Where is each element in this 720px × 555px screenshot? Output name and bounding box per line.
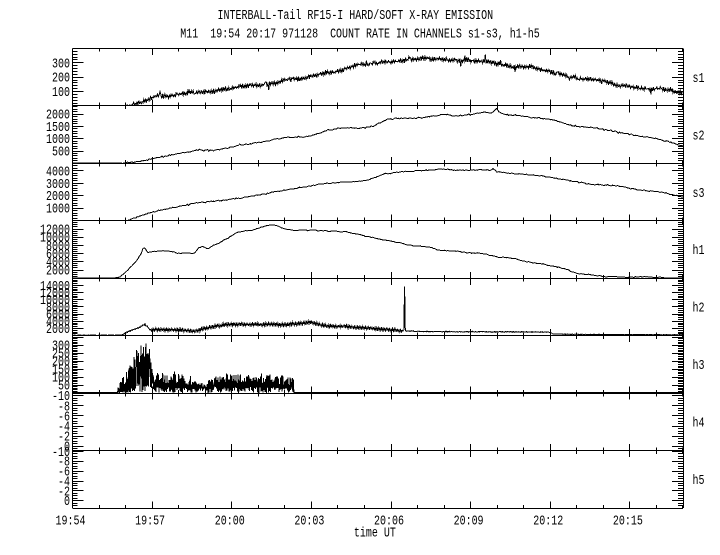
svg-text:6000: 6000 [46, 307, 70, 323]
svg-text:4000: 4000 [46, 164, 70, 180]
svg-text:500: 500 [52, 144, 70, 160]
svg-text:50: 50 [58, 378, 70, 394]
svg-text:-8: -8 [58, 454, 70, 470]
svg-text:8000: 8000 [46, 238, 70, 254]
svg-text:4000: 4000 [46, 255, 70, 271]
svg-text:10000: 10000 [40, 230, 70, 246]
svg-text:4000: 4000 [46, 314, 70, 330]
svg-text:250: 250 [52, 346, 70, 362]
svg-text:20:09: 20:09 [454, 513, 484, 529]
svg-text:19:57: 19:57 [135, 513, 165, 529]
svg-text:19:54: 19:54 [56, 513, 86, 529]
svg-text:10000: 10000 [40, 293, 70, 309]
svg-text:0: 0 [64, 439, 70, 455]
svg-text:100: 100 [52, 85, 70, 101]
svg-text:time UT: time UT [354, 525, 396, 541]
svg-text:2000: 2000 [46, 107, 70, 123]
svg-text:-8: -8 [58, 399, 70, 415]
svg-text:s1: s1 [693, 71, 705, 87]
svg-text:h5: h5 [693, 473, 705, 489]
svg-text:150: 150 [52, 362, 70, 378]
svg-text:8000: 8000 [46, 300, 70, 316]
svg-text:-6: -6 [58, 409, 70, 425]
svg-text:200: 200 [52, 354, 70, 370]
svg-text:12000: 12000 [40, 286, 70, 302]
svg-text:-6: -6 [58, 464, 70, 480]
svg-text:-4: -4 [58, 419, 70, 435]
svg-text:20:00: 20:00 [215, 513, 245, 529]
svg-text:6000: 6000 [46, 247, 70, 263]
svg-text:12000: 12000 [40, 222, 70, 238]
svg-text:-2: -2 [58, 429, 70, 445]
svg-text:h1: h1 [693, 243, 705, 259]
svg-text:300: 300 [52, 338, 70, 354]
svg-text:h4: h4 [693, 415, 705, 431]
svg-text:20:06: 20:06 [374, 513, 404, 529]
svg-text:100: 100 [52, 370, 70, 386]
svg-text:200: 200 [52, 70, 70, 86]
svg-text:14000: 14000 [40, 278, 70, 294]
svg-text:h2: h2 [693, 300, 705, 316]
svg-text:300: 300 [52, 56, 70, 72]
svg-text:s3: s3 [693, 185, 705, 201]
svg-text:20:12: 20:12 [533, 513, 563, 529]
svg-text:1000: 1000 [46, 132, 70, 148]
svg-text:s2: s2 [693, 128, 705, 144]
svg-text:20:03: 20:03 [294, 513, 324, 529]
svg-text:-10: -10 [52, 389, 70, 405]
svg-text:2000: 2000 [46, 189, 70, 205]
svg-text:h3: h3 [693, 358, 705, 374]
svg-text:INTERBALL-Tail RF15-I HARD/SOF: INTERBALL-Tail RF15-I HARD/SOFT X-RAY EM… [218, 8, 494, 24]
svg-text:3000: 3000 [46, 176, 70, 192]
svg-text:-10: -10 [52, 444, 70, 460]
svg-text:-4: -4 [58, 474, 70, 490]
svg-text:M11 19:54 20:17 971128 COUNT: M11 19:54 20:17 971128 COUNT RATE IN CHA… [180, 26, 539, 42]
svg-text:1000: 1000 [46, 201, 70, 217]
svg-text:20:15: 20:15 [613, 513, 643, 529]
svg-text:2000: 2000 [46, 263, 70, 279]
svg-text:-2: -2 [58, 484, 70, 500]
svg-text:2000: 2000 [46, 322, 70, 338]
svg-text:0: 0 [64, 494, 70, 510]
svg-text:1500: 1500 [46, 119, 70, 135]
